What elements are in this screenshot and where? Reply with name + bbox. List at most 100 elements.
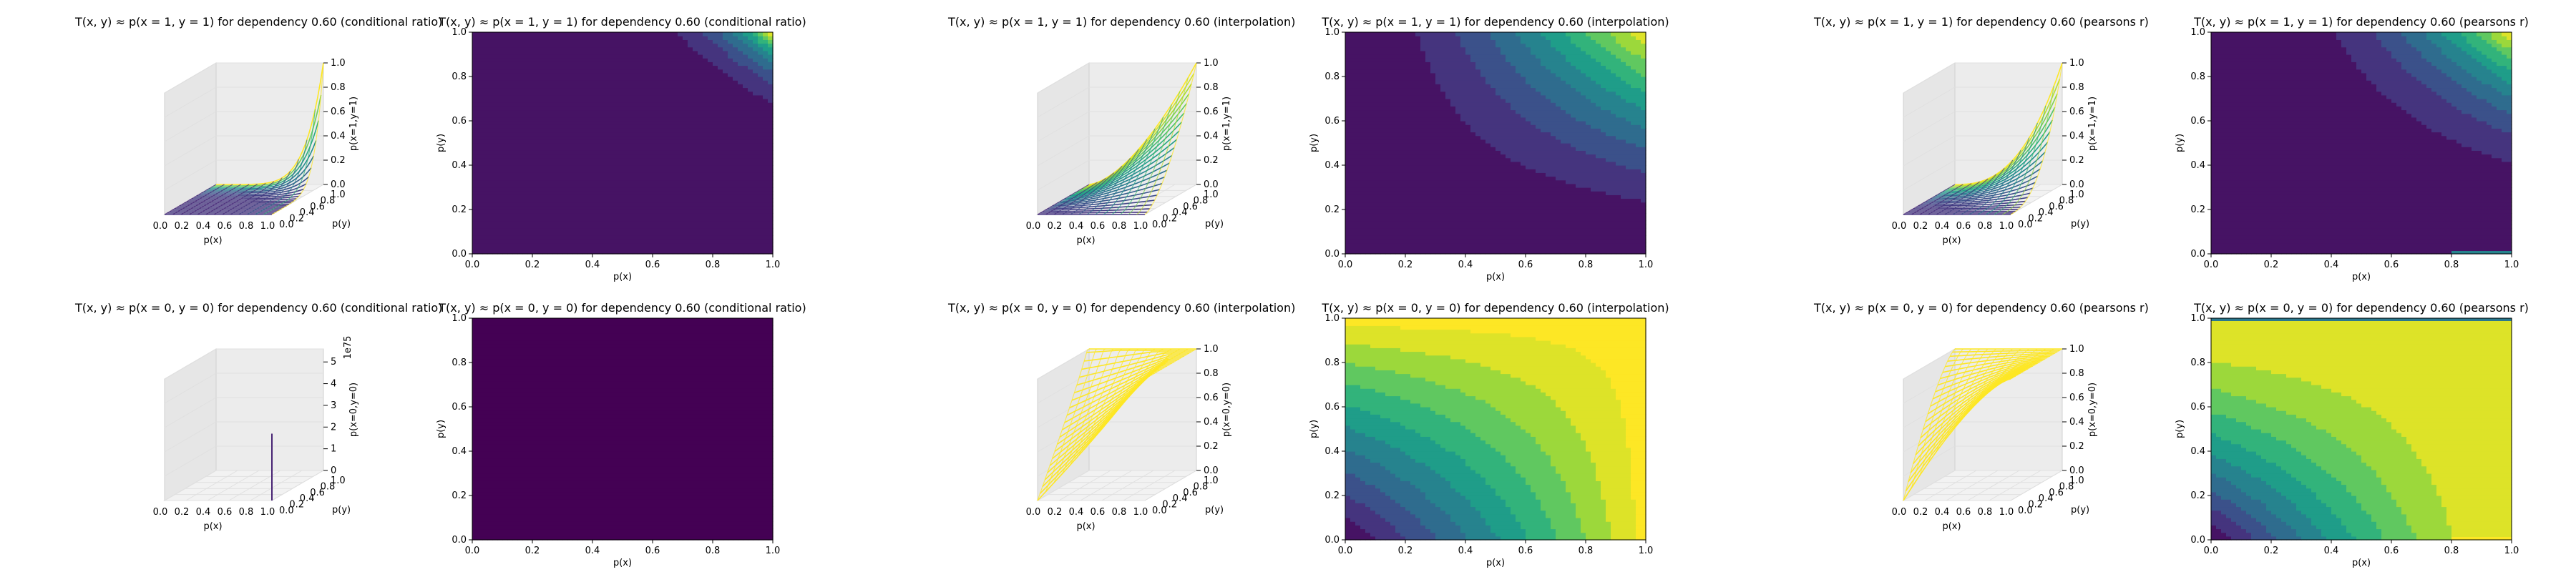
heatmap-cell: [602, 99, 608, 103]
heatmap-cell: [582, 209, 588, 214]
heatmap-cell: [1435, 72, 1441, 77]
heatmap-cell: [532, 50, 538, 55]
heatmap-cell: [743, 106, 748, 111]
heatmap-cell: [718, 65, 723, 70]
heatmap-cell: [638, 72, 643, 77]
heatmap-cell: [472, 117, 478, 122]
heatmap-cell: [1415, 91, 1421, 96]
heatmap-cell: [708, 72, 713, 77]
heatmap-cell: [542, 87, 548, 92]
heatmap-cell: [597, 106, 603, 111]
heatmap-cell: [723, 227, 728, 232]
heatmap-cell: [602, 43, 608, 48]
heatmap-cell: [537, 139, 543, 144]
heatmap-cell: [688, 121, 693, 125]
heatmap-cell: [507, 191, 513, 195]
heatmap-cell: [512, 80, 518, 84]
heatmap-cell: [668, 39, 673, 44]
heatmap-cell: [653, 36, 658, 40]
heatmap-cell: [517, 165, 523, 169]
heatmap-cell: [723, 106, 728, 111]
heatmap-cell: [638, 50, 643, 55]
heatmap-cell: [1345, 132, 1351, 137]
heatmap-cell: [582, 91, 588, 96]
heatmap-cell: [728, 65, 733, 70]
heatmap-cell: [1345, 224, 1351, 229]
heatmap-cell: [653, 239, 658, 244]
heatmap-cell: [547, 139, 553, 144]
heatmap-cell: [1370, 61, 1376, 66]
heatmap-cell: [648, 43, 653, 48]
heatmap-cell: [643, 176, 648, 181]
heatmap-cell: [577, 94, 583, 99]
surface-contour-line: [1054, 182, 1163, 205]
heatmap-cell: [708, 213, 713, 217]
heatmap-cell: [728, 43, 733, 48]
heatmap-cell: [582, 176, 588, 181]
heatmap-cell: [713, 102, 718, 107]
heatmap-cell: [648, 102, 653, 107]
heatmap-cell: [703, 172, 708, 177]
heatmap-cell: [577, 121, 583, 125]
heatmap-cell: [482, 239, 488, 244]
heatmap-cell: [1435, 43, 1441, 48]
heatmap-cell: [562, 69, 568, 74]
heatmap-cell: [623, 43, 628, 48]
x-tick-label: 0.6: [645, 260, 660, 270]
heatmap-cell: [643, 58, 648, 62]
heatmap-cell: [1400, 154, 1406, 159]
heatmap-cell: [713, 139, 718, 144]
heatmap-cell: [738, 94, 743, 99]
heatmap-cell: [678, 198, 683, 203]
heatmap-cell: [608, 224, 613, 229]
heatmap-cell: [748, 246, 753, 251]
heatmap-cell: [643, 172, 648, 177]
surface-contour-line: [1069, 139, 1178, 197]
heatmap-cell: [567, 46, 573, 51]
surface-contour-line: [1103, 128, 1156, 215]
heatmap-cell: [728, 106, 733, 111]
heatmap-cell: [678, 213, 683, 217]
heatmap-cell: [768, 239, 774, 244]
heatmap-cell: [1440, 246, 1446, 251]
heatmap-cell: [507, 154, 513, 159]
heatmap-cell: [1425, 91, 1431, 96]
heatmap-cell: [653, 61, 658, 66]
heatmap-cell: [1440, 183, 1446, 188]
heatmap-cell: [1405, 239, 1411, 244]
heatmap-cell: [1405, 117, 1411, 122]
heatmap-cell: [748, 224, 753, 229]
grid-line: [1037, 111, 1090, 142]
heatmap-cell: [628, 202, 633, 207]
heatmap-cell: [1410, 36, 1416, 40]
heatmap-cell: [623, 87, 628, 92]
heatmap-cell: [728, 50, 733, 55]
heatmap-cell: [713, 109, 718, 114]
heatmap-cell: [602, 69, 608, 74]
heatmap-cell: [628, 139, 633, 144]
surface-contour-line: [208, 140, 317, 189]
heatmap-cell: [683, 36, 688, 40]
heatmap-cell: [1360, 102, 1366, 107]
heatmap-cell: [1395, 65, 1401, 70]
heatmap-cell: [723, 242, 728, 247]
heatmap-cell: [618, 224, 623, 229]
heatmap-cell: [1345, 135, 1351, 140]
heatmap-cell: [582, 99, 588, 103]
heatmap-cell: [763, 179, 769, 184]
heatmap-cell: [708, 224, 713, 229]
heatmap-cell: [587, 232, 593, 236]
heatmap-cell: [1395, 205, 1401, 210]
heatmap-cell: [743, 165, 748, 169]
heatmap-cell: [582, 87, 588, 92]
heatmap-cell: [673, 154, 678, 159]
heatmap-cell: [572, 69, 578, 74]
heatmap-cell: [597, 165, 603, 169]
heatmap-cell: [713, 113, 718, 118]
heatmap-cell: [482, 102, 488, 107]
heatmap-cell: [1345, 242, 1351, 247]
heatmap-cell: [537, 132, 543, 137]
y-tick-label: 0.0: [452, 249, 467, 260]
heatmap-cell: [763, 139, 769, 144]
heatmap-cell: [653, 179, 658, 184]
